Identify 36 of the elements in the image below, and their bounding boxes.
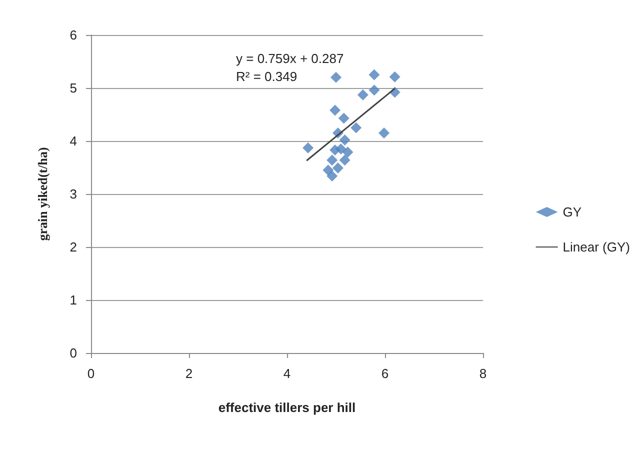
point [326,154,338,166]
point [330,104,341,116]
x-tick-label: 0 [87,366,95,381]
point [330,72,342,83]
point [322,164,334,176]
annotation: R² = 0.349 [236,69,298,84]
y-tick-label: 0 [70,346,77,360]
legend-label: GY [562,204,582,220]
point [332,162,344,174]
point [350,122,362,134]
x-tick-label: 4 [283,366,291,381]
y-axis-title: grain yiked(t/ha) [35,147,50,241]
y-tick-label: 2 [70,240,77,254]
point [368,84,380,96]
point [357,89,368,100]
point [339,134,350,146]
y-tick-label: 6 [70,28,77,42]
point [335,143,346,154]
point [342,146,354,158]
point [378,128,390,139]
y-tick-label: 4 [70,134,77,148]
point [302,142,314,154]
point [326,170,338,182]
x-axis-title: effective tillers per hill [218,400,356,415]
point [389,71,400,82]
legend-label: Linear (GY) [562,240,630,254]
x-tick-label: 6 [381,366,389,381]
y-tick-label: 1 [70,292,77,308]
point [338,112,350,124]
y-tick-label: 3 [70,186,77,202]
x-tick-label: 8 [479,366,487,381]
x-tick-label: 2 [185,366,193,381]
point [368,69,380,80]
annotation: y = 0.759x + 0.287 [236,51,344,66]
point [339,154,350,166]
y-tick-label: 5 [70,80,77,96]
